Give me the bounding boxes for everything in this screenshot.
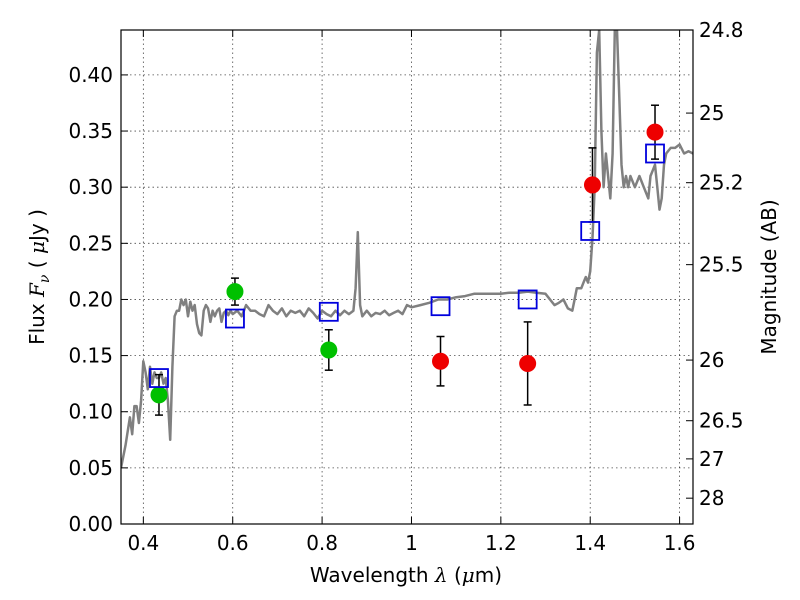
y-tick-label: 0.15 (68, 344, 113, 368)
right-tick-label: 27 (699, 447, 724, 471)
plot-area (121, 30, 693, 469)
y-tick-label: 0.25 (68, 231, 113, 255)
x-tick-label: 1.2 (485, 531, 517, 555)
right-tick-label: 24.8 (699, 18, 744, 42)
y-label-part: Flux (25, 297, 49, 345)
model-square-marker (149, 368, 169, 388)
green-data-point (320, 341, 338, 359)
y-tick-label: 0.40 (68, 63, 113, 87)
green-data-point (150, 386, 168, 404)
y-tick-label: 0.20 (68, 287, 113, 311)
y-axis-label: Flux Fν ( μJy ) (25, 209, 53, 345)
x-tick-label: 0.8 (306, 531, 338, 555)
x-label-part: μ (462, 563, 475, 587)
right-tick-label: 25 (699, 101, 724, 125)
y-tick-label: 0.35 (68, 119, 113, 143)
plot-frame (120, 29, 694, 525)
red-data-point (432, 352, 450, 370)
grid-layer (121, 30, 693, 525)
ticks-layer: 0.4 0.6 0.8 1 1.2 1.4 1.6 0.00 0.05 0.10 0.15 0.20 0… (68, 18, 743, 555)
x-label-part: Wavelength (310, 563, 435, 587)
x-label-part: m) (475, 563, 502, 587)
right-tick-label: 26 (699, 348, 724, 372)
green-data-point (226, 283, 244, 301)
y-label-part: μ (25, 241, 49, 254)
x-tick-label: 1.4 (574, 531, 606, 555)
x-tick-label: 1 (405, 531, 418, 555)
y-tick-label: 0.30 (68, 175, 113, 199)
red-data-point (583, 176, 601, 194)
y-label-part: ν (37, 274, 53, 283)
model-square-marker (225, 308, 245, 329)
x-tick-label: 0.6 (217, 531, 249, 555)
model-spectrum-line (121, 30, 693, 469)
y-label-part: F (25, 282, 49, 298)
model-square-marker (517, 289, 538, 310)
model-square-marker (645, 143, 665, 164)
right-tick-label: 25.2 (699, 171, 744, 195)
x-tick-label: 0.4 (127, 531, 159, 555)
right-axis-label: Magnitude (AB) (757, 199, 781, 354)
y-label-part: Jy ) (25, 209, 49, 243)
model-square-marker (318, 301, 339, 322)
y-label-part: ( (25, 254, 49, 275)
x-tick-label: 1.6 (664, 531, 696, 555)
right-tick-label: 26.5 (699, 409, 744, 433)
x-axis-label: Wavelength λ (μm) (310, 563, 502, 587)
y-tick-label: 0.05 (68, 456, 113, 480)
x-label-part: ( (448, 563, 462, 587)
red-data-point (646, 123, 664, 141)
right-tick-label: 28 (699, 486, 724, 510)
right-tick-label: 25.5 (699, 253, 744, 277)
y-tick-label: 0.10 (68, 400, 113, 424)
y-tick-label: 0.00 (68, 512, 113, 536)
model-square-marker (580, 221, 601, 241)
model-square-marker (430, 296, 451, 317)
x-label-part: λ (434, 563, 448, 587)
red-data-point (519, 354, 537, 372)
